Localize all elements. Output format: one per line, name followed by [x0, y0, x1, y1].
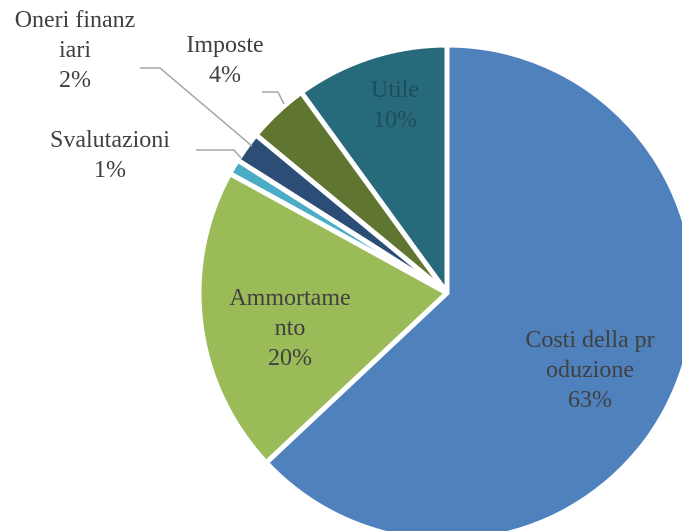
slice-label: Ammortamento 20%: [224, 283, 356, 373]
category-name: Svalutazioni: [50, 127, 170, 153]
value-label: 20%: [268, 345, 312, 371]
slice-label: Svalutazioni 1%: [10, 125, 210, 185]
leader-line: [140, 67, 253, 147]
value-label: 4%: [209, 62, 241, 88]
value-label: 1%: [94, 157, 126, 183]
slice-label: Utile 10%: [335, 75, 455, 135]
slice-label: Costi della produzione 63%: [520, 325, 660, 415]
pie-slice: [196, 170, 452, 467]
category-name: Costi della produzione: [525, 327, 655, 383]
category-name: Imposte: [186, 32, 264, 58]
value-label: 63%: [568, 387, 612, 413]
leader-line: [196, 149, 242, 159]
leader-line: [262, 91, 285, 105]
pie-slice: [262, 42, 682, 531]
category-name: Utile: [371, 77, 419, 103]
category-name: Ammortamento: [229, 285, 351, 341]
slice-label: Oneri finanziari 2%: [13, 5, 138, 95]
value-label: 10%: [373, 107, 417, 133]
value-label: 2%: [59, 67, 91, 93]
category-name: Oneri finanziari: [14, 7, 136, 63]
pie-slice: [297, 42, 450, 301]
slice-label: Imposte 4%: [165, 30, 285, 90]
